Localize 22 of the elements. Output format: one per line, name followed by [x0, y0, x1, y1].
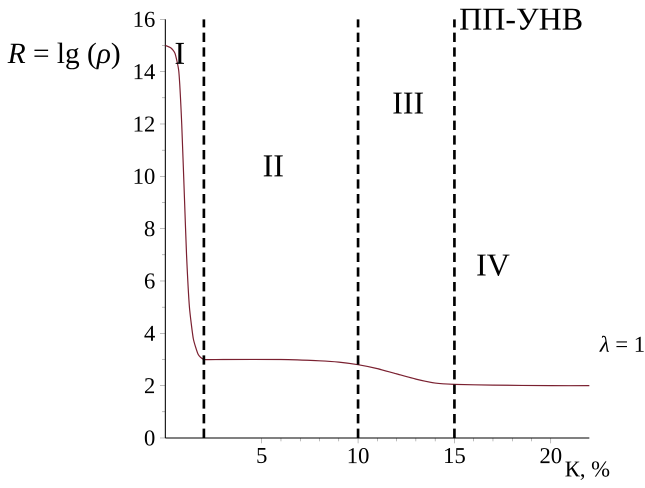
x-axis-title: К, % — [565, 461, 610, 480]
y-tick-label: 4 — [144, 326, 155, 341]
y-tick-label: 0 — [144, 430, 154, 446]
x-tick-label: 20 — [540, 448, 562, 464]
annotation: I — [176, 42, 184, 64]
y-tick-label: 14 — [134, 64, 155, 80]
annotation: II — [264, 155, 283, 176]
x-tick-label: 15 — [445, 448, 465, 464]
y-tick-label: 6 — [144, 273, 155, 289]
y-tick-label: 8 — [144, 221, 154, 236]
y-axis-title: R = lg (ρ) — [8, 42, 120, 70]
y-tick-label: 12 — [134, 116, 154, 132]
annotation: ПП-УНВ — [460, 8, 582, 30]
line-series — [164, 44, 590, 386]
x-tick-label: 5 — [257, 448, 266, 464]
y-tick-label: 2 — [144, 378, 154, 394]
y-tick-label: 10 — [134, 168, 154, 184]
annotation: III — [393, 92, 424, 114]
y-tick-label: 16 — [134, 12, 155, 27]
text: λ = 1 — [599, 336, 644, 352]
x-tick-label: 10 — [348, 448, 369, 464]
annotation: IV — [477, 254, 510, 276]
